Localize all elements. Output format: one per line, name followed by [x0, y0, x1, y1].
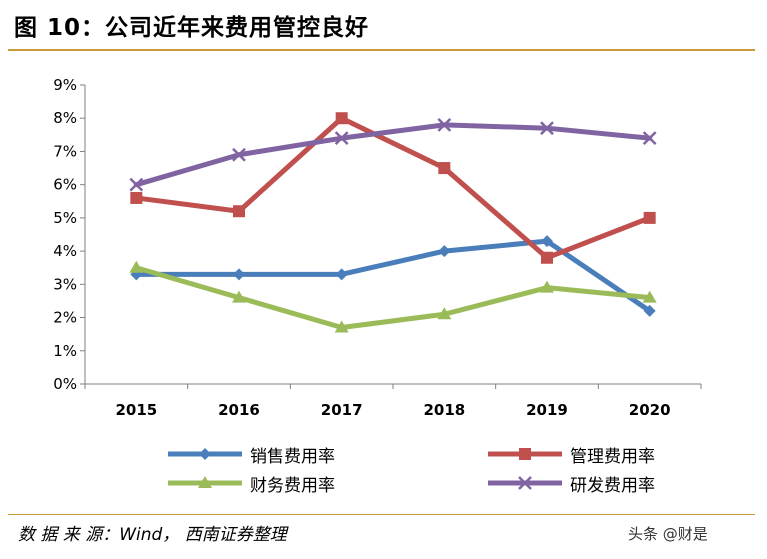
- legend-swatch-sales: [168, 448, 242, 460]
- x-tick-label: 2015: [115, 401, 157, 419]
- data-point-admin: [335, 112, 348, 125]
- triangle-marker: [198, 476, 212, 488]
- data-point-rnd: [642, 131, 657, 146]
- legend-label-finance: 财务费用率: [250, 475, 335, 496]
- diamond-marker: [199, 448, 211, 460]
- watermark: 头条 @财是: [628, 525, 708, 543]
- data-point-sales: [233, 268, 245, 281]
- y-tick-label: 3%: [53, 275, 77, 293]
- data-point-finance: [334, 320, 349, 333]
- data-point-finance: [232, 290, 246, 303]
- legend-item-finance: 财务费用率: [168, 471, 335, 496]
- data-point-admin: [438, 162, 451, 175]
- x-marker: [518, 476, 532, 490]
- legend-item-rnd: 研发费用率: [488, 471, 655, 496]
- data-point-rnd: [437, 117, 452, 132]
- chart-axes: 0% 1% 2% 3% 4% 5% 6% 7% 8% 9% 2015 2016 2017 2018 2019…: [53, 76, 702, 419]
- y-tick-label: 4%: [53, 242, 77, 260]
- square-marker: [519, 448, 531, 460]
- series-line-sales: [133, 238, 653, 314]
- y-tick-label: 5%: [53, 209, 77, 227]
- series-line-rnd: [133, 122, 653, 188]
- data-point-admin: [643, 211, 656, 224]
- legend-label-rnd: 研发费用率: [570, 475, 655, 496]
- data-point-admin: [541, 251, 553, 264]
- chart-title: 图 10：公司近年来费用管控良好: [14, 15, 370, 41]
- title-divider: [8, 49, 755, 51]
- footer-divider: [8, 514, 755, 515]
- series-layer: [129, 112, 657, 333]
- data-point-sales: [541, 235, 553, 248]
- data-point-sales: [438, 245, 451, 258]
- data-point-sales: [643, 304, 656, 317]
- data-point-finance: [540, 280, 554, 293]
- series-line-admin: [133, 115, 653, 261]
- x-tick-label: 2016: [218, 401, 260, 419]
- data-point-admin: [130, 191, 143, 204]
- x-tick-label: 2020: [629, 401, 671, 419]
- data-point-finance: [129, 260, 144, 273]
- data-point-finance: [437, 307, 452, 320]
- y-tick-label: 0%: [53, 375, 77, 393]
- data-point-sales: [335, 268, 348, 281]
- y-tick-label: 9%: [53, 76, 77, 94]
- data-point-rnd: [540, 121, 554, 136]
- legend-swatch-finance: [168, 476, 242, 488]
- data-point-rnd: [232, 147, 246, 162]
- y-tick-label: 1%: [53, 342, 77, 360]
- legend-item-admin: 管理费用率: [488, 442, 655, 467]
- legend-label-sales: 销售费用率: [250, 446, 335, 467]
- y-tick-label: 2%: [53, 309, 77, 327]
- x-tick-label: 2017: [321, 401, 363, 419]
- legend-item-sales: 销售费用率: [168, 442, 335, 467]
- series-line-finance: [133, 265, 653, 331]
- data-point-rnd: [129, 177, 144, 192]
- data-source-note: 数 据 来 源：Wind， 西南证券整理: [18, 525, 287, 545]
- legend-label-admin: 管理费用率: [570, 446, 655, 467]
- legend-swatch-rnd: [488, 476, 562, 490]
- y-tick-label: 6%: [53, 176, 77, 194]
- data-point-admin: [233, 205, 245, 218]
- data-point-rnd: [334, 131, 349, 146]
- y-tick-label: 7%: [53, 142, 77, 160]
- x-tick-label: 2018: [423, 401, 465, 419]
- y-tick-label: 8%: [53, 109, 77, 127]
- x-tick-label: 2019: [526, 401, 568, 419]
- legend-swatch-admin: [488, 448, 562, 460]
- data-point-finance: [642, 290, 657, 303]
